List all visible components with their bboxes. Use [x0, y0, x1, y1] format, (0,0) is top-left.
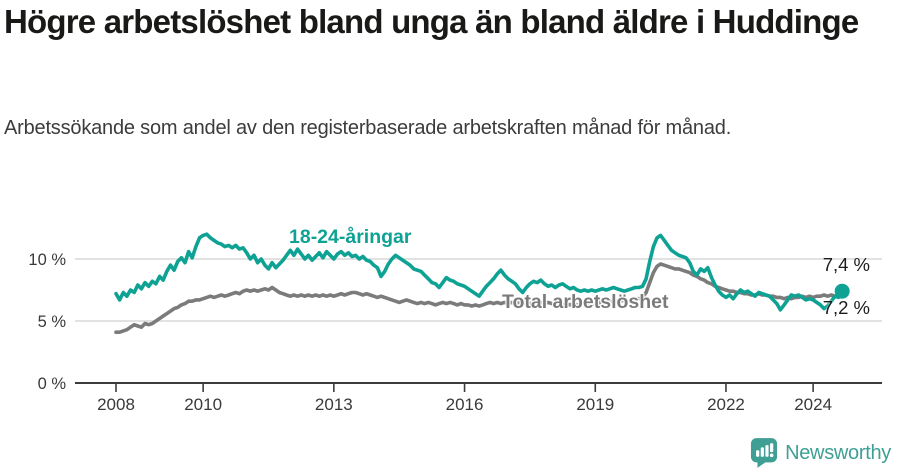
x-tick-label: 2010: [184, 395, 222, 414]
page-title: Högre arbetslöshet bland unga än bland ä…: [4, 3, 859, 40]
end-value-total: 7,2 %: [822, 297, 870, 318]
x-tick-label: 2016: [446, 395, 484, 414]
series-label-young: 18-24-åringar: [289, 226, 412, 248]
series-end-dot: [834, 283, 850, 299]
x-tick-label: 2008: [97, 395, 135, 414]
newsworthy-logo-icon: [751, 438, 778, 468]
x-tick-label: 2024: [794, 395, 832, 414]
y-tick-label: 5 %: [38, 313, 67, 331]
series-line-Total arbetslöshet: [114, 262, 845, 335]
page-subtitle: Arbetssökande som andel av den registerb…: [4, 117, 732, 139]
x-tick-label: 2013: [315, 395, 353, 414]
newsworthy-logo[interactable]: Newsworthy: [750, 437, 891, 469]
series-line-18-24-åringar: [114, 232, 845, 312]
y-tick-label: 10 %: [28, 251, 66, 269]
x-tick-label: 2019: [576, 395, 614, 414]
x-tick-label: 2022: [707, 395, 745, 414]
newsworthy-logo-text: Newsworthy: [785, 441, 891, 464]
y-tick-label: 0 %: [38, 375, 67, 393]
series-label-total: Total arbetslöshet: [502, 291, 669, 313]
end-value-young: 7,4 %: [822, 254, 870, 275]
